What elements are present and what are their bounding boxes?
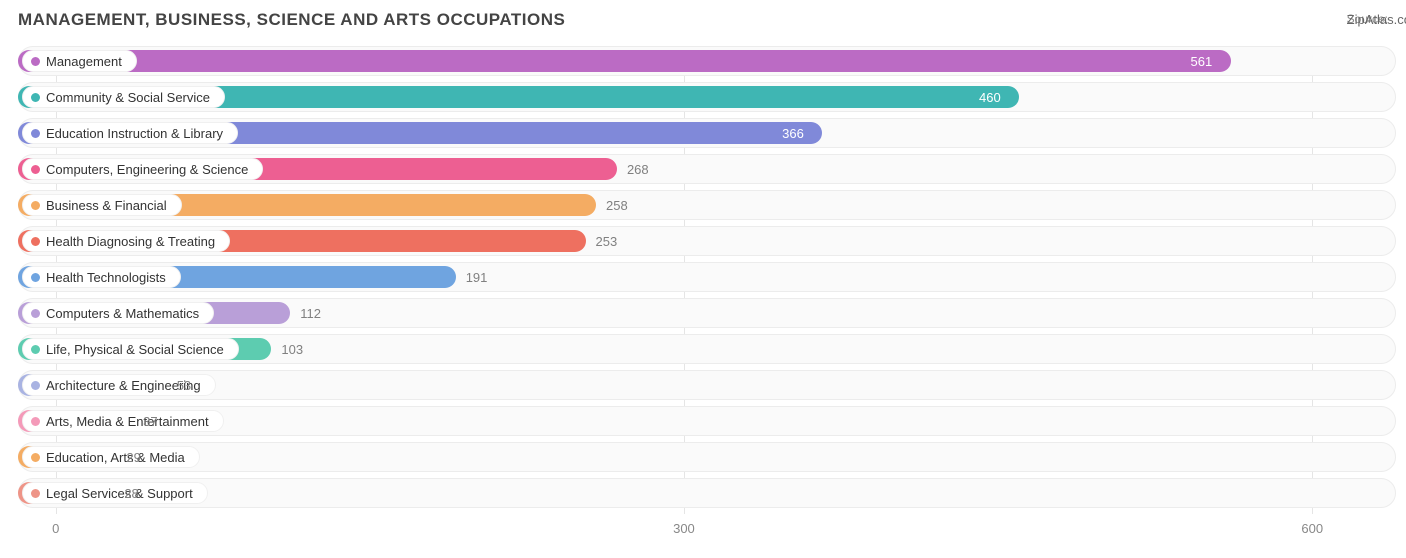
value-label: 561 [1191, 46, 1213, 76]
category-pill: Management [22, 50, 137, 72]
color-dot-icon [31, 273, 40, 282]
bar-row: Architecture & Engineering53 [18, 370, 1396, 400]
color-dot-icon [31, 201, 40, 210]
category-pill: Legal Services & Support [22, 482, 208, 504]
value-label: 28 [124, 478, 138, 508]
category-label: Education Instruction & Library [46, 126, 223, 141]
category-label: Community & Social Service [46, 90, 210, 105]
bar-fill [18, 50, 1231, 72]
category-pill: Community & Social Service [22, 86, 225, 108]
bar-track [18, 406, 1396, 436]
category-label: Computers & Mathematics [46, 306, 199, 321]
color-dot-icon [31, 93, 40, 102]
value-label: 253 [596, 226, 618, 256]
category-label: Health Diagnosing & Treating [46, 234, 215, 249]
bar-track [18, 478, 1396, 508]
bar-row: Computers, Engineering & Science 268 [18, 154, 1396, 184]
category-label: Health Technologists [46, 270, 166, 285]
color-dot-icon [31, 237, 40, 246]
x-tick-label: 600 [1301, 521, 1323, 536]
bar-row: Community & Social Service 460 [18, 82, 1396, 112]
category-pill: Computers, Engineering & Science [22, 158, 263, 180]
bar-row: Arts, Media & Entertainment37 [18, 406, 1396, 436]
bar-row: Education Instruction & Library 366 [18, 118, 1396, 148]
category-pill: Computers & Mathematics [22, 302, 214, 324]
category-label: Management [46, 54, 122, 69]
bar-row: Business & Financial 258 [18, 190, 1396, 220]
chart-title: MANAGEMENT, BUSINESS, SCIENCE AND ARTS O… [18, 10, 565, 30]
category-pill: Arts, Media & Entertainment [22, 410, 224, 432]
value-label: 366 [782, 118, 804, 148]
color-dot-icon [31, 129, 40, 138]
value-label: 53 [177, 370, 191, 400]
category-label: Life, Physical & Social Science [46, 342, 224, 357]
value-label: 191 [466, 262, 488, 292]
category-pill: Health Technologists [22, 266, 181, 288]
category-pill: Education, Arts & Media [22, 446, 200, 468]
category-label: Business & Financial [46, 198, 167, 213]
category-label: Education, Arts & Media [46, 450, 185, 465]
category-label: Legal Services & Support [46, 486, 193, 501]
color-dot-icon [31, 57, 40, 66]
category-label: Computers, Engineering & Science [46, 162, 248, 177]
bar-row: Legal Services & Support28 [18, 478, 1396, 508]
value-label: 268 [627, 154, 649, 184]
source-attribution: Source: ZipAtlas.com [1347, 12, 1388, 26]
bar-row: Life, Physical & Social Science 103 [18, 334, 1396, 364]
color-dot-icon [31, 309, 40, 318]
chart-area: 0 300 600 Management 561 Community & Social S… [18, 46, 1396, 546]
bar-row: Management 561 [18, 46, 1396, 76]
category-pill: Business & Financial [22, 194, 182, 216]
category-pill: Life, Physical & Social Science [22, 338, 239, 360]
source-value: ZipAtlas.com [1347, 12, 1406, 26]
value-label: 460 [979, 82, 1001, 112]
bar-track [18, 442, 1396, 472]
bar-row: Health Technologists 191 [18, 262, 1396, 292]
category-pill: Education Instruction & Library [22, 122, 238, 144]
category-label: Arts, Media & Entertainment [46, 414, 209, 429]
color-dot-icon [31, 489, 40, 498]
color-dot-icon [31, 417, 40, 426]
color-dot-icon [31, 345, 40, 354]
color-dot-icon [31, 381, 40, 390]
bar-row: Computers & Mathematics 112 [18, 298, 1396, 328]
category-pill: Health Diagnosing & Treating [22, 230, 230, 252]
x-tick-label: 300 [673, 521, 695, 536]
value-label: 29 [126, 442, 140, 472]
color-dot-icon [31, 453, 40, 462]
bar-row: Education, Arts & Media29 [18, 442, 1396, 472]
bar-row: Health Diagnosing & Treating 253 [18, 226, 1396, 256]
value-label: 112 [300, 298, 321, 328]
x-tick-label: 0 [52, 521, 59, 536]
bar-track [18, 370, 1396, 400]
color-dot-icon [31, 165, 40, 174]
bars-container: 0 300 600 Management 561 Community & Social S… [18, 46, 1396, 540]
value-label: 103 [281, 334, 303, 364]
value-label: 258 [606, 190, 628, 220]
value-label: 37 [143, 406, 157, 436]
